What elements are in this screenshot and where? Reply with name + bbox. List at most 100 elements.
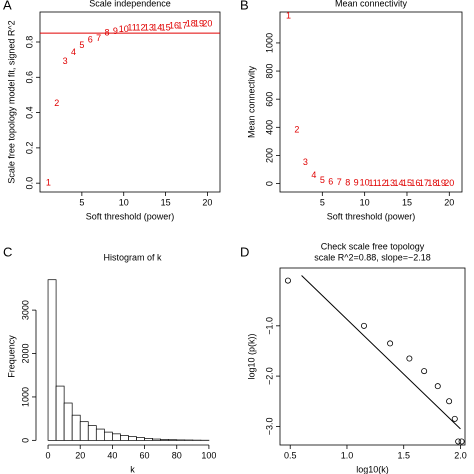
- y-tick-label: 0: [264, 181, 274, 186]
- point-label: 13: [385, 178, 395, 188]
- point: [406, 355, 413, 362]
- point-label: 15: [161, 22, 171, 32]
- y-tick-label: 0.2: [24, 142, 34, 155]
- x-tick-label: 40: [107, 450, 117, 460]
- panel-label: A: [3, 0, 12, 12]
- plot-frame: [279, 267, 466, 446]
- point: [284, 277, 291, 284]
- x-tick-label: 5: [320, 197, 325, 207]
- point-label: 12: [135, 22, 145, 32]
- point-label: 6: [88, 35, 93, 45]
- point-label: 6: [328, 176, 333, 186]
- x-tick-label: 80: [172, 450, 182, 460]
- histogram-bar: [144, 438, 153, 441]
- histogram-bar: [55, 385, 65, 441]
- point-label: 14: [394, 178, 404, 188]
- point: [387, 340, 394, 347]
- point-label: 5: [320, 175, 325, 185]
- histogram-bar: [120, 435, 129, 441]
- histogram-bar: [136, 437, 145, 441]
- point-label: 19: [194, 19, 204, 29]
- x-tick-label: 20: [202, 197, 212, 207]
- chart-title: Mean connectivity: [335, 0, 408, 8]
- point: [360, 322, 367, 329]
- point-label: 17: [419, 178, 429, 188]
- x-tick-label: 10: [119, 197, 129, 207]
- histogram-bar: [128, 436, 137, 441]
- x-tick-label: 100: [201, 450, 216, 460]
- x-axis-label: log10(k): [356, 464, 389, 474]
- x-tick-label: 20: [444, 197, 454, 207]
- panel-label: D: [240, 244, 249, 259]
- y-tick-label: −1.0: [264, 317, 274, 335]
- x-tick-label: 0.5: [284, 450, 297, 460]
- point-label: 1: [286, 11, 291, 21]
- point-label: 9: [354, 178, 359, 188]
- point-label: 9: [113, 26, 118, 36]
- point-label: 3: [63, 56, 68, 66]
- point: [458, 438, 465, 445]
- point-label: 17: [177, 20, 187, 30]
- point-label: 2: [54, 98, 59, 108]
- point: [434, 383, 441, 390]
- point-label: 10: [119, 24, 129, 34]
- x-tick-label: 20: [75, 450, 85, 460]
- y-tick-label: 0.4: [24, 106, 34, 119]
- point-label: 7: [96, 33, 101, 43]
- point-label: 13: [144, 22, 154, 32]
- x-tick-label: 15: [402, 197, 412, 207]
- point-label: 1: [46, 178, 51, 188]
- point: [455, 438, 462, 445]
- y-tick-label: 400: [264, 120, 274, 135]
- y-tick-label: 0.6: [24, 71, 34, 84]
- x-tick-label: 0: [46, 450, 51, 460]
- chart-title: Histogram of k: [103, 252, 162, 262]
- plot-frame: [279, 11, 463, 193]
- histogram-bar: [79, 421, 89, 441]
- point-label: 12: [377, 178, 387, 188]
- point-label: 16: [410, 178, 420, 188]
- y-tick-label: −3.0: [264, 418, 274, 436]
- point-label: 10: [360, 178, 370, 188]
- x-tick-label: 1.5: [397, 450, 410, 460]
- histogram-bar: [63, 402, 73, 441]
- point-label: 8: [104, 28, 109, 38]
- histogram-bar: [95, 428, 105, 441]
- point-label: 20: [444, 178, 454, 188]
- histogram-bar: [87, 425, 97, 441]
- point-label: 16: [169, 20, 179, 30]
- y-tick-label: 2000: [20, 344, 30, 364]
- y-tick-label: 1000: [264, 33, 274, 53]
- point: [421, 368, 428, 375]
- x-tick-label: 5: [79, 197, 84, 207]
- x-tick-label: 15: [161, 197, 171, 207]
- point: [446, 398, 453, 405]
- y-tick-label: 200: [264, 148, 274, 163]
- histogram-bar: [168, 439, 178, 441]
- x-tick-label: 60: [140, 450, 150, 460]
- y-tick-label: 3000: [20, 300, 30, 320]
- y-tick-label: 800: [264, 64, 274, 79]
- chart-subtitle: scale R^2=0.88, slope=−2.18: [314, 252, 431, 262]
- y-axis-label: Frequency: [6, 335, 16, 378]
- point-label: 4: [71, 47, 76, 57]
- point-label: 18: [186, 19, 196, 29]
- point-label: 14: [152, 22, 162, 32]
- histogram-bar: [103, 431, 113, 441]
- x-tick-label: 2.0: [454, 450, 467, 460]
- histogram-bar: [112, 433, 121, 441]
- point-label: 15: [402, 178, 412, 188]
- point-label: 8: [345, 177, 350, 187]
- y-tick-label: 0.8: [24, 36, 34, 49]
- histogram-bar: [47, 279, 57, 441]
- point-label: 20: [202, 19, 212, 29]
- y-tick-label: 1000: [20, 387, 30, 407]
- x-axis-label: k: [130, 464, 135, 474]
- point-label: 3: [303, 157, 308, 167]
- histogram-bar: [160, 439, 170, 441]
- point-label: 4: [311, 170, 316, 180]
- plot-frame: [39, 11, 221, 193]
- point-label: 11: [368, 178, 377, 188]
- point-label: 18: [427, 178, 437, 188]
- y-tick-label: −2.0: [264, 367, 274, 385]
